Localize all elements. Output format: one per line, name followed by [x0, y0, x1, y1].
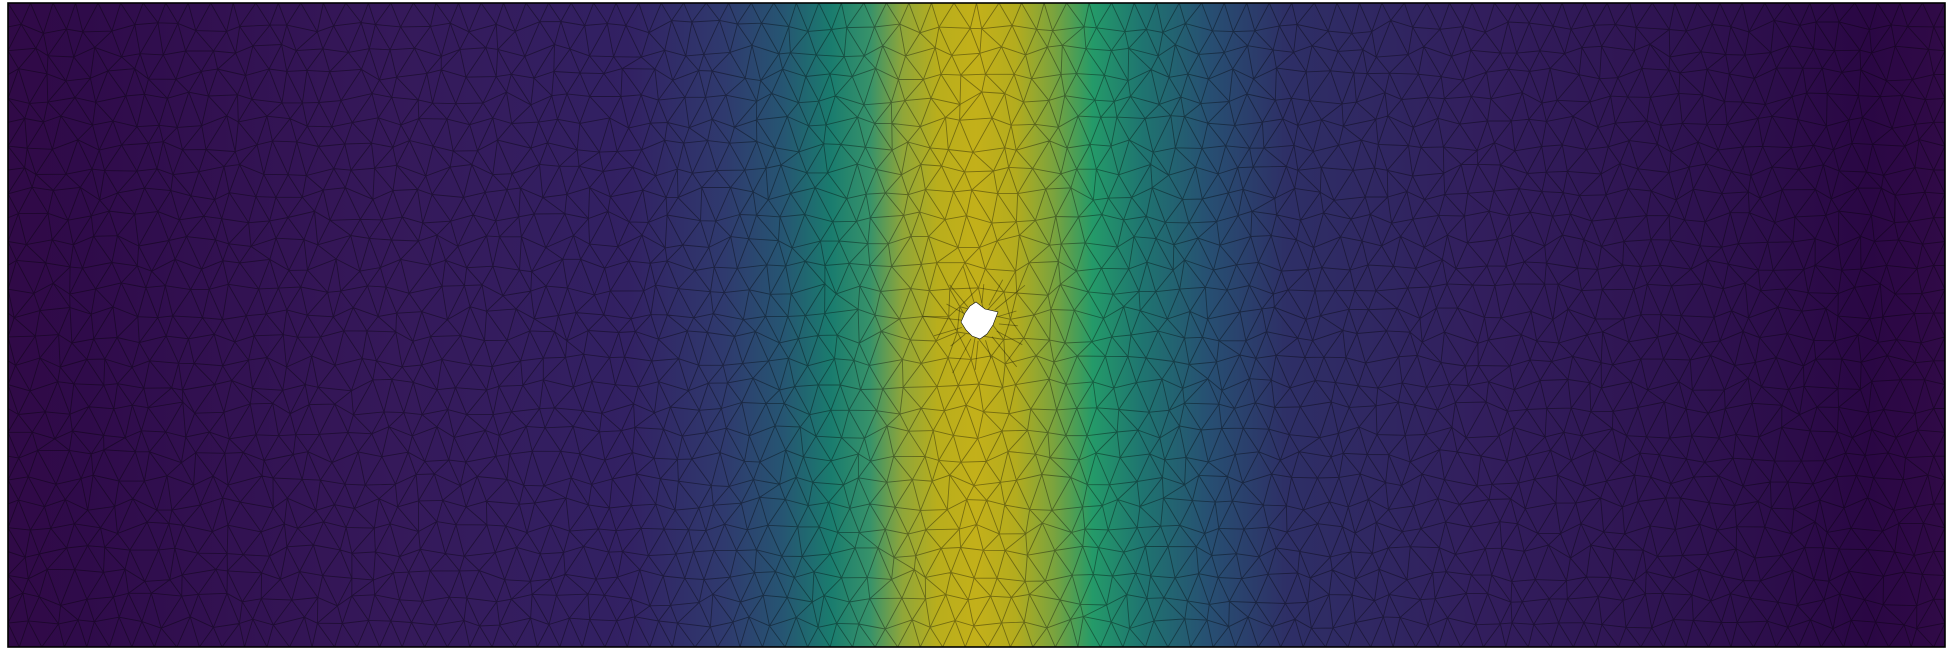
plot-frame	[7, 2, 1946, 648]
triangle-mesh	[8, 3, 1945, 647]
hole	[960, 301, 999, 340]
mesh-edges	[8, 3, 1945, 647]
hole-refinement-edges	[922, 266, 1026, 374]
